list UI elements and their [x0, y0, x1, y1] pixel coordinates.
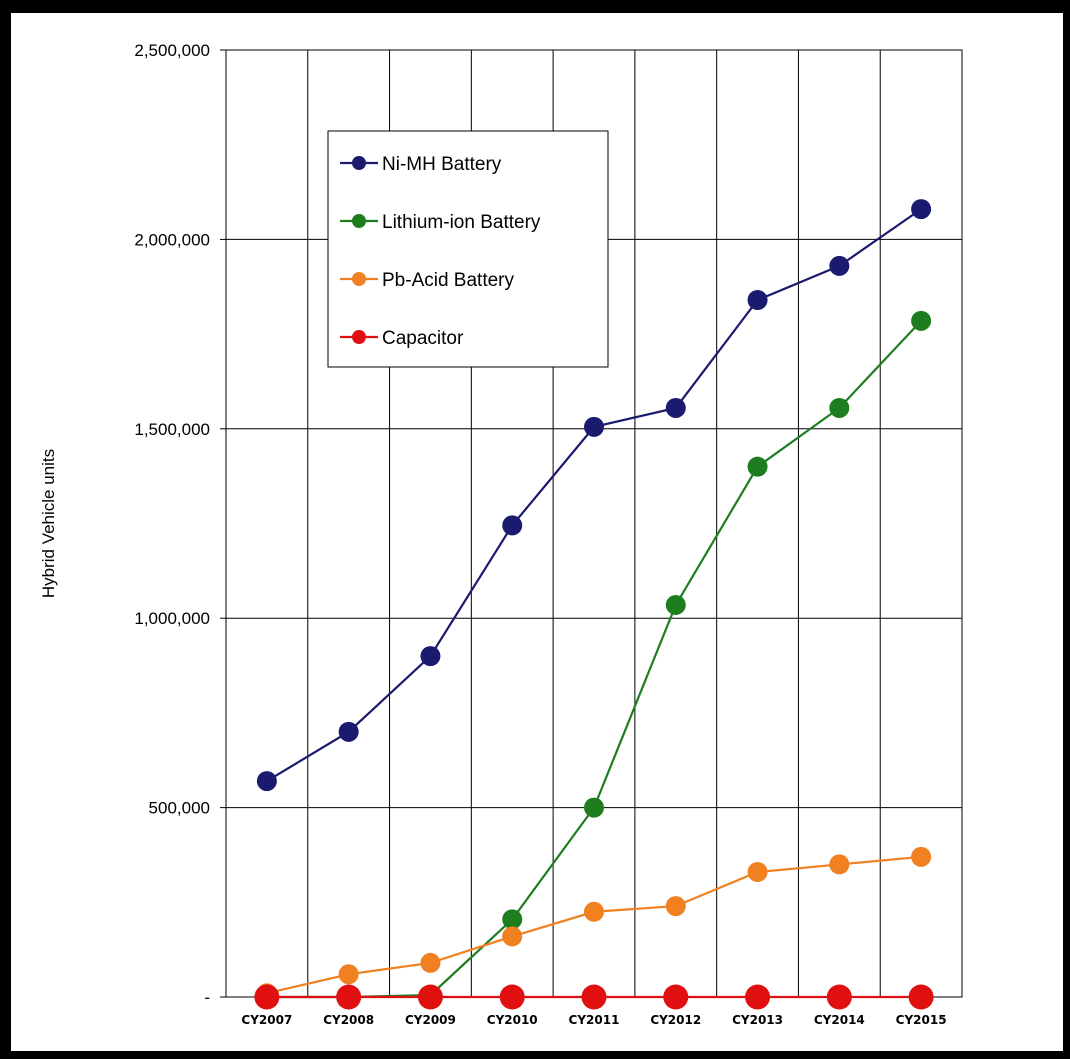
data-point — [581, 984, 607, 1010]
data-point — [911, 199, 932, 220]
data-point — [420, 952, 441, 973]
legend-marker — [352, 156, 366, 170]
series-capacitor — [254, 984, 934, 1010]
data-point — [663, 984, 689, 1010]
legend: Ni-MH Battery Lithium-ion Battery Pb-Acid … — [327, 130, 609, 368]
data-point — [502, 909, 523, 930]
data-point — [502, 515, 523, 536]
series-line — [266, 855, 922, 995]
data-point — [911, 310, 932, 331]
data-point — [584, 797, 604, 818]
y-tick-label: 1,500,000 — [134, 420, 210, 439]
x-tick-label: CY2014 — [814, 1013, 865, 1027]
y-tick-label: 1,000,000 — [134, 609, 210, 628]
legend-label: Pb-Acid Battery — [382, 270, 514, 291]
y-axis-title: Hybrid Vehicle units — [39, 449, 58, 598]
legend-item: Lithium-ion Battery — [340, 212, 541, 233]
data-point — [502, 926, 523, 947]
y-tick-label: 500,000 — [149, 799, 210, 818]
y-tick-label: - — [204, 988, 210, 1007]
data-point — [911, 846, 932, 867]
data-point — [747, 861, 768, 882]
legend-label: Capacitor — [382, 328, 464, 349]
data-point — [826, 984, 852, 1010]
data-point — [256, 771, 277, 792]
data-point — [829, 255, 850, 276]
data-point — [420, 646, 441, 667]
x-tick-label: CY2007 — [241, 1013, 292, 1027]
y-tick-label: 2,500,000 — [134, 41, 210, 60]
data-series — [254, 199, 934, 1010]
legend-label: Lithium-ion Battery — [382, 212, 541, 233]
data-point — [665, 896, 686, 917]
data-point — [338, 721, 359, 742]
data-point — [254, 984, 280, 1010]
x-tick-label: CY2011 — [569, 1013, 620, 1027]
x-tick-label: CY2008 — [323, 1013, 374, 1027]
legend-marker — [352, 272, 366, 286]
series-ni-mh-battery — [256, 199, 932, 792]
x-tick-label: CY2010 — [487, 1013, 538, 1027]
data-point — [747, 290, 768, 311]
series-pb-acid-battery — [256, 846, 932, 1004]
x-tick-label: CY2015 — [896, 1013, 947, 1027]
x-axis-ticks: CY2007 CY2008 CY2009 CY2010 CY2011 CY2012 CY20… — [241, 1013, 946, 1027]
data-point — [499, 984, 525, 1010]
data-point — [747, 456, 768, 477]
data-point — [665, 397, 686, 418]
legend-marker — [352, 214, 366, 228]
data-point — [665, 594, 686, 615]
legend-item: Capacitor — [340, 328, 464, 349]
line-chart: - 500,000 1,000,000 1,500,000 2,000,000 2,500… — [39, 41, 963, 1027]
data-point — [745, 984, 771, 1010]
legend-marker — [352, 330, 366, 344]
data-point — [584, 901, 604, 922]
y-axis-ticks: - 500,000 1,000,000 1,500,000 2,000,000 2,500… — [134, 41, 226, 1007]
data-point — [584, 416, 604, 437]
data-point — [417, 984, 443, 1010]
data-point — [908, 984, 934, 1010]
data-point — [338, 964, 359, 985]
x-tick-label: CY2009 — [405, 1013, 456, 1027]
data-point — [829, 854, 850, 875]
data-point — [336, 984, 362, 1010]
y-tick-label: 2,000,000 — [134, 230, 210, 249]
legend-box — [327, 130, 609, 368]
legend-item: Pb-Acid Battery — [340, 270, 514, 291]
x-tick-label: CY2013 — [732, 1013, 783, 1027]
legend-item: Ni-MH Battery — [340, 154, 502, 175]
x-tick-label: CY2012 — [650, 1013, 701, 1027]
legend-label: Ni-MH Battery — [382, 154, 502, 175]
chart-frame: - 500,000 1,000,000 1,500,000 2,000,000 2,500… — [10, 12, 1064, 1052]
data-point — [829, 397, 850, 418]
